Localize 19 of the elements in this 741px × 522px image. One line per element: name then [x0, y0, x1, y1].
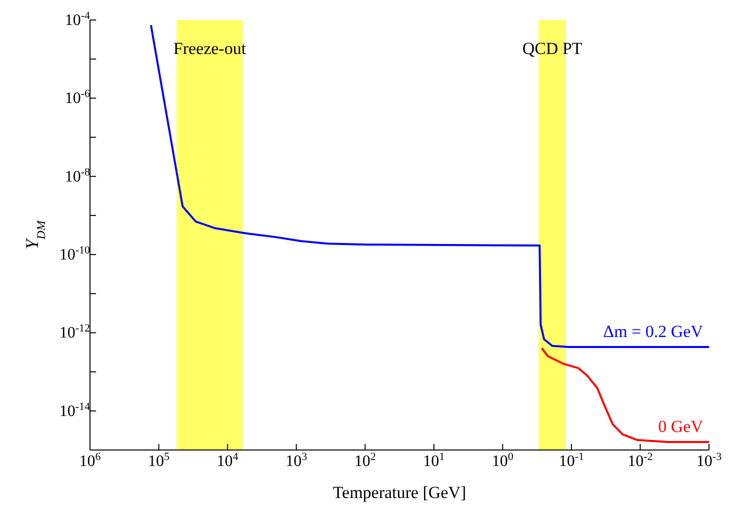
y-tick-label: 10$^{-8}$ — [64, 166, 90, 186]
y-tick-label: 10$^{-6}$ — [64, 88, 90, 108]
x-axis-title: Temperature [GeV] — [332, 483, 466, 502]
x-tick-label: 10$^{6}$ — [79, 451, 102, 470]
x-tick-label: 10$^{1}$ — [423, 451, 445, 470]
x-tick-label: 10$^{4}$ — [216, 451, 239, 470]
x-tick-label: 10$^{5}$ — [148, 451, 170, 470]
series-label: Δm = 0.2 GeV — [603, 322, 704, 342]
x-tick-label: 10$^{-1}$ — [558, 451, 584, 470]
y-tick-label: 10$^{-12}$ — [59, 322, 90, 342]
y-tick-label: 10$^{-10}$ — [59, 244, 90, 264]
y-tick-label: 10$^{-4}$ — [64, 10, 90, 29]
x-tick-label: 10$^{-2}$ — [628, 451, 653, 470]
x-tick-label: 10$^{2}$ — [354, 451, 376, 470]
x-tick-label: 10$^{-3}$ — [696, 451, 722, 470]
y-tick-label: 10$^{-14}$ — [59, 400, 90, 420]
x-tick-label: 10$^{3}$ — [286, 451, 308, 470]
x-tick-label: 10$^{0}$ — [492, 451, 514, 470]
series-label: 0 GeV — [658, 417, 704, 436]
